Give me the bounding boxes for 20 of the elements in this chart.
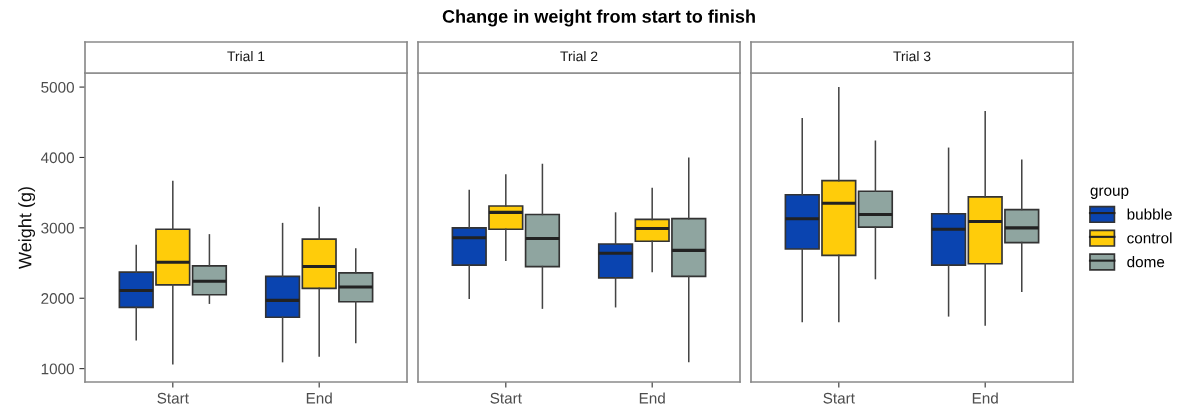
y-axis-title: Weight (g) (18, 187, 36, 269)
y-tick-label: 2000 (41, 293, 74, 304)
x-tick-label: End (972, 392, 998, 404)
y-tick-label: 5000 (41, 81, 74, 93)
x-tick-label: Start (823, 392, 855, 404)
y-tick-label: 1000 (41, 363, 74, 375)
x-tick-label: End (306, 392, 332, 404)
x-tick-label: Start (157, 392, 189, 404)
y-tick-label: 4000 (40, 152, 74, 164)
legend-title: group (1090, 187, 1129, 199)
chart-subtitle: Trial 3 (893, 51, 931, 62)
chart-subtitle: Trial 2 (560, 51, 598, 62)
legend-label: bubble (1127, 208, 1172, 220)
y-tick-label: 3000 (41, 222, 74, 234)
chart-subtitle: Trial 1 (227, 51, 265, 62)
x-tick-label: Start (490, 392, 522, 404)
legend-label: dome (1127, 256, 1165, 268)
legend-label: control (1127, 232, 1172, 244)
x-tick-label: End (639, 392, 665, 404)
chart-title: Change in weight from start to finish (442, 9, 755, 27)
